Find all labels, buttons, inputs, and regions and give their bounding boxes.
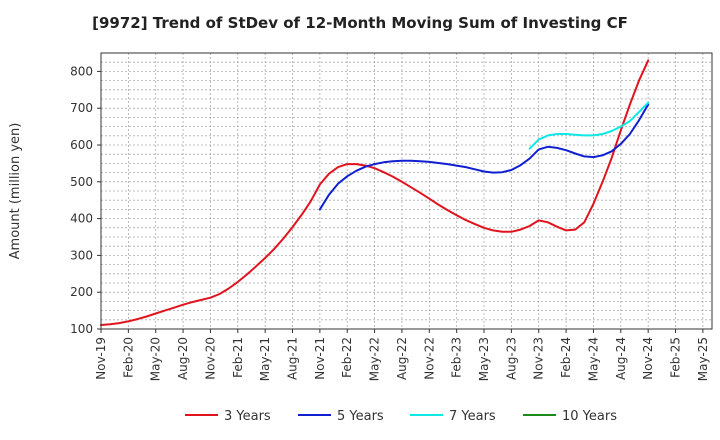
series-line-5-years [318,103,650,211]
y-tick-label: 500 [70,175,93,189]
x-tick-label: May-23 [477,337,491,381]
x-axis-ticks: Nov-19 Feb-20 May-20 Aug-20 Nov-20 Feb-21 May-… [94,329,710,381]
x-tick-label: Nov-22 [422,337,436,380]
x-tick-label: Nov-23 [532,337,546,380]
y-tick-label: 800 [70,64,93,78]
legend-label: 5 Years [337,409,384,424]
grid-lines [101,53,712,329]
x-tick-label: Aug-22 [395,337,409,380]
x-tick-label: May-21 [258,337,272,381]
x-tick-label: May-20 [149,337,163,381]
x-tick-label: Feb-25 [669,337,683,378]
y-tick-label: 400 [70,212,93,226]
x-tick-label: Aug-20 [176,337,190,380]
series-line-3-years [100,59,650,326]
x-tick-label: Aug-21 [286,337,300,380]
y-axis-title: Amount (million yen) [8,123,23,260]
x-tick-label: Nov-20 [203,337,217,380]
x-tick-label: May-25 [696,337,710,381]
y-tick-label: 700 [70,101,93,115]
x-tick-label: Feb-24 [559,337,573,378]
series-line-7-years [528,101,650,150]
series-lines [100,59,650,326]
plot-frame [100,52,713,330]
y-tick-label: 100 [70,322,93,336]
x-tick-label: Feb-22 [340,337,354,378]
x-tick-label: Feb-21 [231,337,245,378]
x-tick-label: May-24 [586,337,600,381]
y-tick-label: 600 [70,138,93,152]
legend: 3 Years 5 Years 7 Years 10 Years [185,409,617,424]
legend-label: 10 Years [562,409,617,424]
legend-label: 7 Years [449,409,496,424]
legend-label: 3 Years [224,409,271,424]
x-tick-label: Nov-21 [313,337,327,380]
x-tick-label: Feb-20 [121,337,135,378]
x-tick-label: Nov-19 [94,337,108,380]
x-tick-label: Feb-23 [450,337,464,378]
x-tick-label: Aug-24 [614,337,628,380]
y-tick-label: 200 [70,285,93,299]
chart-title: [9972] Trend of StDev of 12-Month Moving… [92,14,628,32]
y-axis-ticks: 100 200 300 400 500 600 700 800 [70,64,101,336]
x-tick-label: Aug-23 [504,337,518,380]
y-tick-label: 300 [70,248,93,262]
x-tick-label: May-22 [368,337,382,381]
x-tick-label: Nov-24 [641,337,655,380]
